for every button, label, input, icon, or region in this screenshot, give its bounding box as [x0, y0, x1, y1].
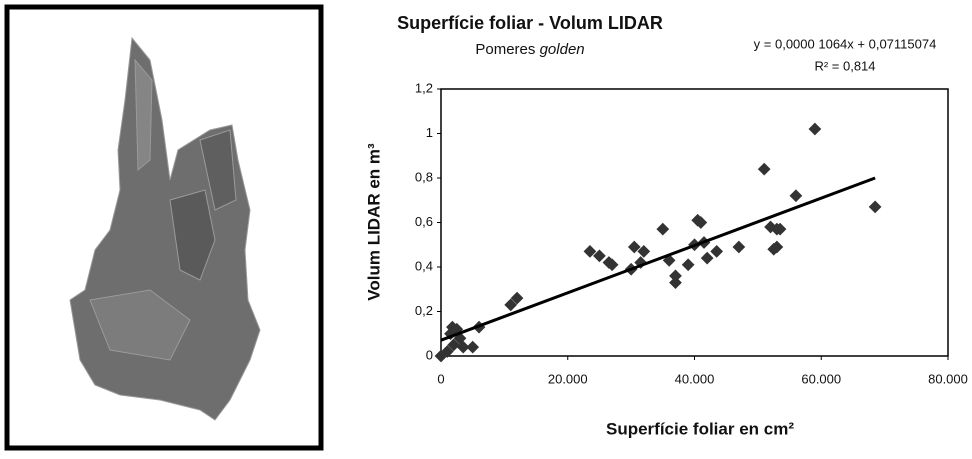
- y-tick-label: 1,2: [415, 80, 433, 95]
- data-point: [808, 122, 822, 136]
- data-point: [466, 340, 480, 354]
- tree-shape: [134, 58, 153, 172]
- y-tick-label: 0,6: [415, 214, 433, 229]
- chart-subtitle: Pomeres golden: [475, 41, 584, 58]
- y-tick-label: 0,4: [415, 258, 433, 273]
- tree-shape: [89, 289, 191, 361]
- x-tick-label: 0: [437, 371, 444, 386]
- r-squared: R² = 0,814: [814, 58, 875, 73]
- y-tick-label: 0: [426, 347, 433, 362]
- y-tick-label: 1: [426, 125, 433, 140]
- data-point: [868, 200, 882, 214]
- data-point: [504, 298, 518, 312]
- x-tick-label: 80.000: [928, 371, 968, 386]
- x-axis-label: Superfície foliar en cm²: [606, 419, 794, 438]
- chart-title: Superfície foliar - Volum LIDAR: [397, 13, 663, 33]
- x-tick-label: 60.000: [801, 371, 841, 386]
- subtitle-italic: golden: [540, 41, 585, 58]
- tree-shape: [199, 129, 237, 211]
- data-point: [757, 162, 771, 176]
- y-axis-label: Volum LIDAR en m³: [364, 143, 383, 301]
- y-tick-label: 0,2: [415, 303, 433, 318]
- data-point: [669, 269, 682, 283]
- data-point: [456, 340, 470, 354]
- equation: y = 0,0000 1064x + 0,07115074: [754, 36, 937, 51]
- x-tick-label: 40.000: [675, 371, 715, 386]
- lidar-render: [69, 36, 261, 421]
- subtitle-text: Pomeres: [475, 41, 535, 58]
- data-point: [447, 338, 461, 352]
- data-point: [789, 189, 803, 203]
- tree-shape: [169, 189, 216, 281]
- data-point: [710, 245, 724, 258]
- trendline: [440, 176, 876, 342]
- data-point: [681, 258, 695, 272]
- data-point: [700, 251, 714, 265]
- data-point: [732, 240, 746, 254]
- data-point: [440, 345, 454, 358]
- data-point: [656, 222, 670, 236]
- x-tick-label: 20.000: [548, 371, 588, 386]
- y-tick-label: 0,8: [415, 169, 433, 184]
